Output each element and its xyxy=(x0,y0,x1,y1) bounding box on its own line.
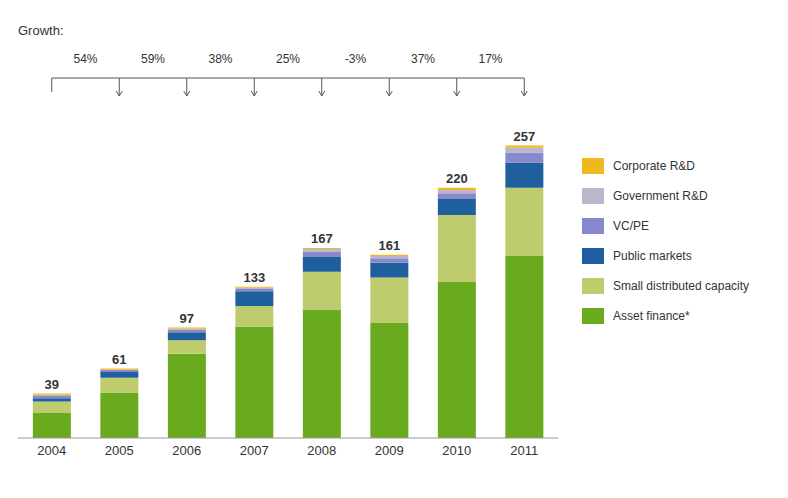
html-text:Small distributed capacity: Small distributed capacity xyxy=(613,279,750,293)
html-text:Public markets: Public markets xyxy=(613,249,692,263)
svg-text:25%: 25% xyxy=(276,52,300,66)
svg-text:220: 220 xyxy=(446,171,468,186)
svg-text:167: 167 xyxy=(311,231,333,246)
svg-text:2011: 2011 xyxy=(510,443,538,458)
svg-text:2005: 2005 xyxy=(105,443,134,458)
svg-text:2008: 2008 xyxy=(307,443,336,458)
html-text:Government R&D: Government R&D xyxy=(613,189,708,203)
svg-text:97: 97 xyxy=(180,311,194,326)
svg-text:257: 257 xyxy=(513,129,535,144)
svg-text:2004: 2004 xyxy=(37,443,66,458)
svg-text:2010: 2010 xyxy=(442,443,471,458)
svg-text:133: 133 xyxy=(243,270,265,285)
svg-text:17%: 17% xyxy=(478,52,502,66)
svg-text:54%: 54% xyxy=(73,52,97,66)
svg-text:37%: 37% xyxy=(411,52,435,66)
svg-text:2007: 2007 xyxy=(240,443,269,458)
svg-text:2006: 2006 xyxy=(172,443,201,458)
svg-text:-3%: -3% xyxy=(345,52,367,66)
svg-text:Growth:: Growth: xyxy=(18,23,64,38)
svg-text:2009: 2009 xyxy=(375,443,404,458)
html-text:Asset finance*: Asset finance* xyxy=(613,309,690,323)
svg-text:39: 39 xyxy=(45,377,59,392)
html-text:VC/PE: VC/PE xyxy=(613,219,649,233)
svg-text:38%: 38% xyxy=(208,52,232,66)
svg-text:59%: 59% xyxy=(141,52,165,66)
html-text:Corporate R&D: Corporate R&D xyxy=(613,159,695,173)
svg-text:61: 61 xyxy=(112,352,126,367)
svg-text:161: 161 xyxy=(378,238,400,253)
